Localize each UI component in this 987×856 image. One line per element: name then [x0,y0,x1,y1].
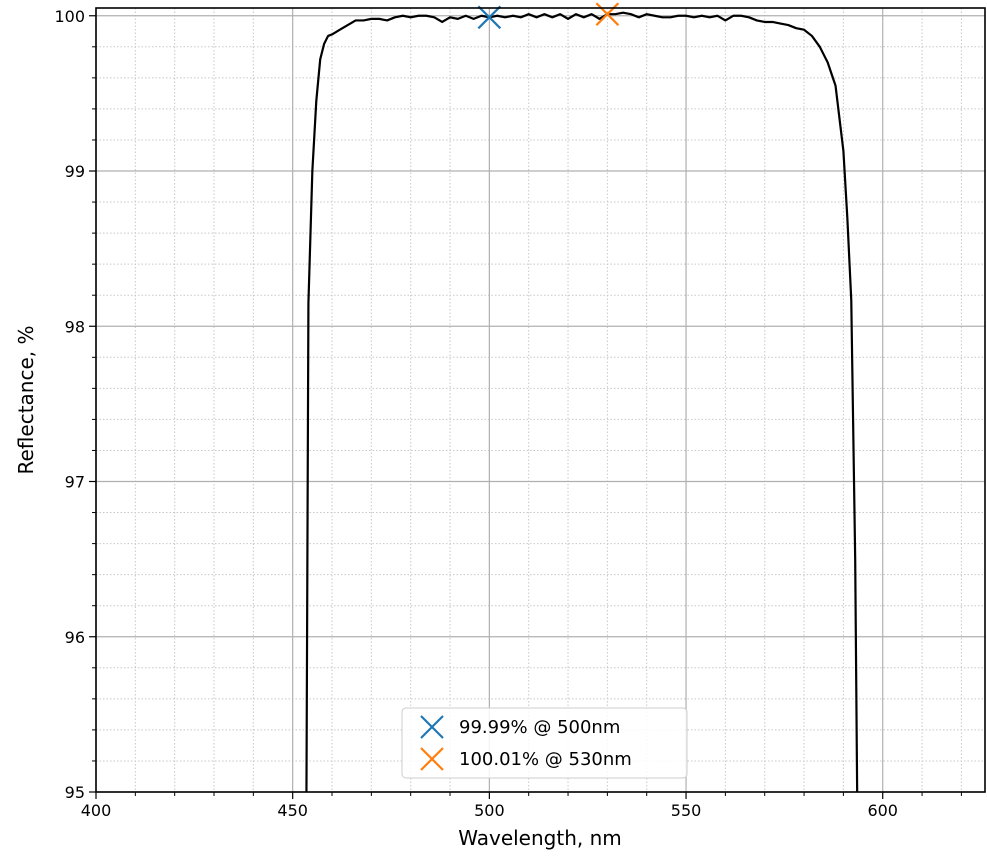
legend-marker [420,747,444,771]
x-tick-label: 500 [474,801,505,820]
x-axis-label: Wavelength, nm [458,826,622,850]
y-tick-label: 97 [65,473,85,492]
y-tick-label: 99 [65,162,85,181]
plot-area [305,11,859,792]
y-axis-label: Reflectance, % [14,326,38,475]
y-tick-label: 95 [65,783,85,802]
x-tick-label: 600 [867,801,898,820]
legend-label: 100.01% @ 530nm [459,749,632,770]
frame [95,7,986,793]
line [305,11,859,792]
x-tick-label: 450 [277,801,308,820]
y-tick-label: 100 [54,7,85,26]
legend-marker [420,715,444,739]
x-tick-label: 550 [671,801,702,820]
y-tick-label: 98 [65,317,85,336]
marker [477,5,502,30]
y-tick-label: 96 [65,628,85,647]
legend [401,707,688,779]
marker [595,2,620,26]
legend-label: 99.99% @ 500nm [459,717,620,738]
x-tick-label: 400 [81,801,112,820]
